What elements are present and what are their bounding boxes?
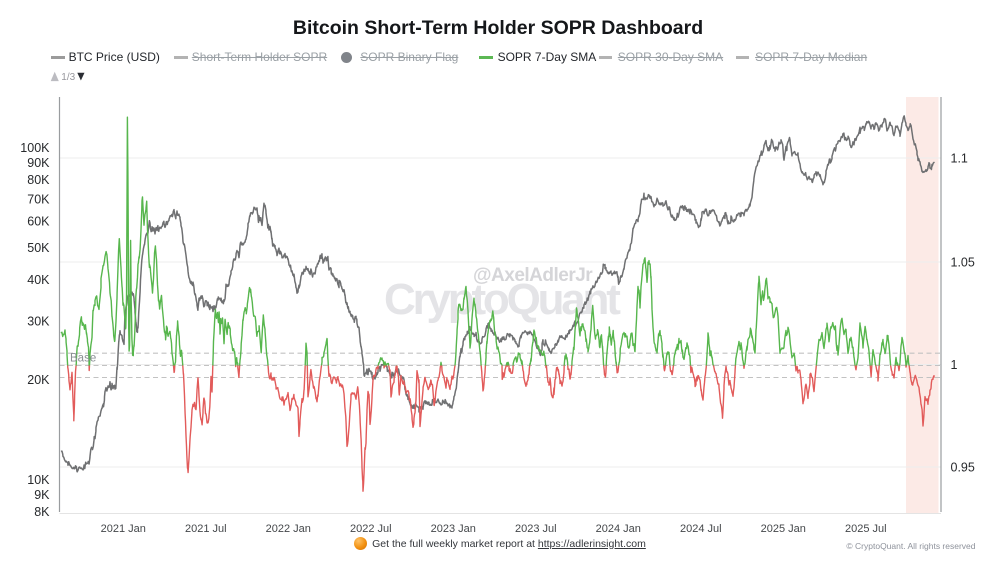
svg-text:2023 Jul: 2023 Jul [515,523,557,535]
svg-text:20K: 20K [27,373,50,387]
svg-text:100K: 100K [20,141,50,155]
svg-text:1.05: 1.05 [951,255,975,269]
svg-text:80K: 80K [27,173,50,187]
svg-text:2025 Jan: 2025 Jan [761,523,806,535]
svg-text:2025 Jul: 2025 Jul [845,523,887,535]
svg-text:10K: 10K [27,473,50,487]
svg-text:8K: 8K [34,505,50,519]
svg-text:2021 Jan: 2021 Jan [101,523,146,535]
svg-text:1.1: 1.1 [951,151,968,165]
svg-text:1/3: 1/3 [61,72,75,83]
svg-text:2022 Jul: 2022 Jul [350,523,392,535]
svg-text:60K: 60K [27,215,50,229]
svg-text:2022 Jan: 2022 Jan [266,523,311,535]
svg-text:90K: 90K [27,156,50,170]
svg-text:30K: 30K [27,314,50,328]
svg-text:50K: 50K [27,241,50,255]
svg-text:0.95: 0.95 [951,460,975,474]
svg-text:2023 Jan: 2023 Jan [431,523,476,535]
svg-text:9K: 9K [34,488,50,502]
svg-text:2021 Jul: 2021 Jul [185,523,227,535]
svg-text:Base: Base [70,353,96,365]
svg-text:70K: 70K [27,192,50,206]
svg-text:2024 Jul: 2024 Jul [680,523,722,535]
svg-text:2024 Jan: 2024 Jan [596,523,641,535]
svg-text:40K: 40K [27,273,50,287]
svg-text:1: 1 [951,358,958,372]
